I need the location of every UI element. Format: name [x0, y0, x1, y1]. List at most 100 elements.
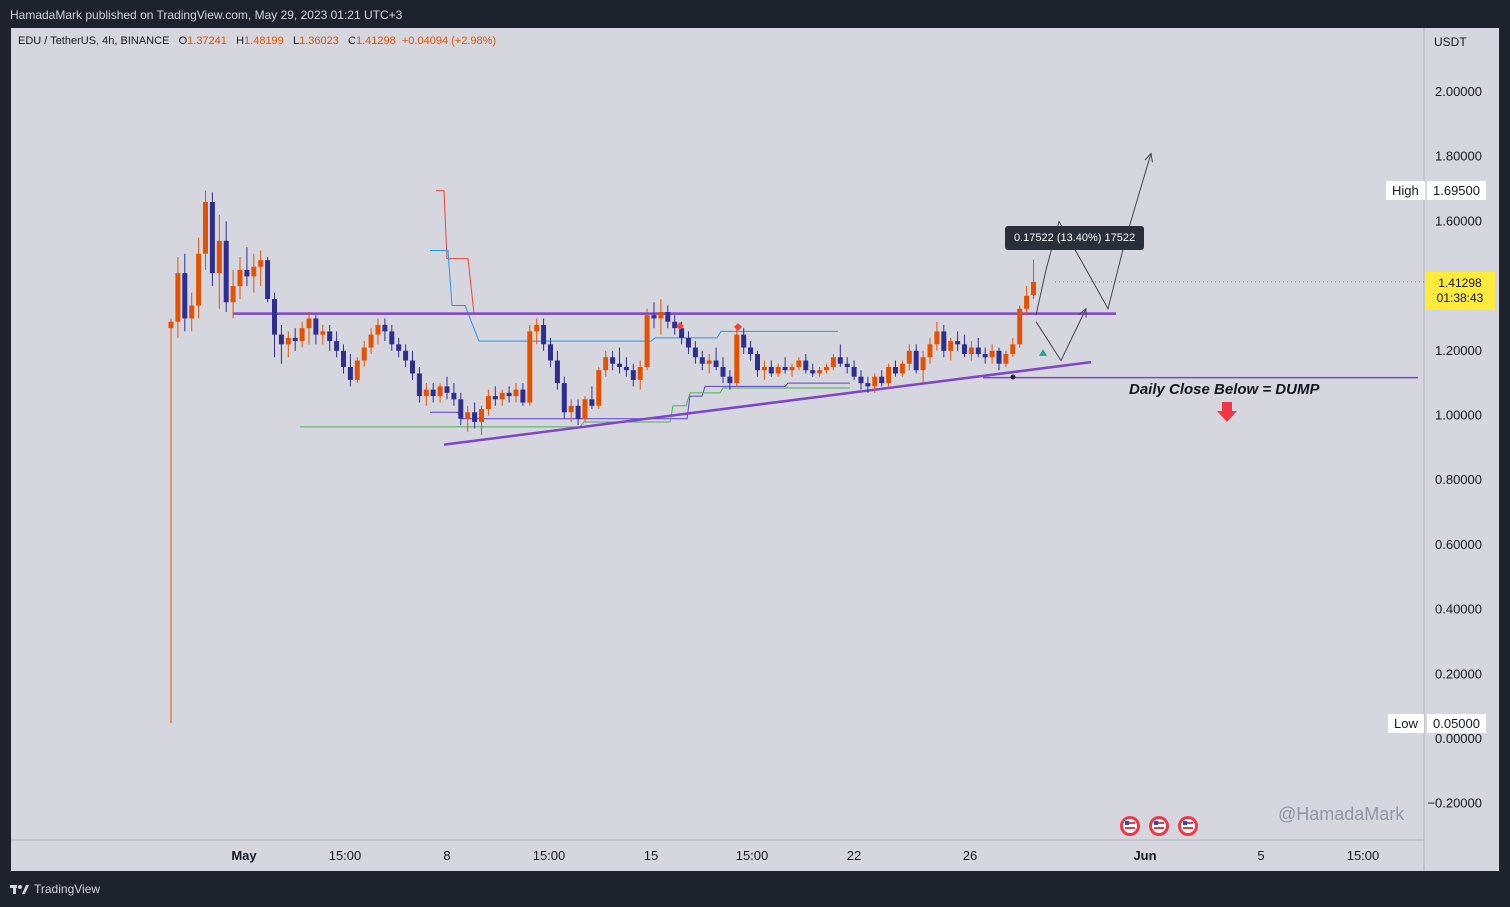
candle-body [699, 357, 705, 364]
candle-body [706, 360, 712, 364]
candle-body [492, 396, 498, 400]
candle-body [389, 331, 395, 345]
supertrend-mid-line [430, 250, 838, 342]
low-label: L [292, 35, 300, 47]
candle-body [837, 357, 843, 364]
candle-body [444, 386, 450, 393]
x-tick-label: 15 [644, 848, 658, 863]
candle-body [803, 360, 809, 371]
candle-body [334, 341, 340, 351]
candle-body [886, 366, 892, 384]
y-tick-label: 0.00000 [1435, 731, 1482, 746]
candle-body [679, 328, 685, 338]
event-flag-stripe [1154, 827, 1164, 829]
candle-body [196, 253, 202, 306]
supertrend-green-line [300, 387, 850, 428]
candle-body [354, 360, 360, 380]
y-tick-label: 1.20000 [1435, 343, 1482, 358]
x-tick-label: Jun [1133, 848, 1156, 863]
author-watermark: @HamadaMark [1278, 804, 1405, 824]
candle-body [520, 389, 526, 403]
brand-name: TradingView [34, 882, 101, 896]
candle-body [230, 286, 236, 303]
candle-body [465, 412, 471, 419]
candle-body [561, 383, 567, 413]
marker-layer [676, 322, 1237, 836]
candle-body [499, 392, 505, 400]
candle-body [182, 273, 188, 319]
candle-body [727, 376, 733, 384]
candle-body [285, 337, 291, 345]
candle-body [430, 389, 436, 397]
candle-body [755, 354, 760, 371]
x-tick-label: 15:00 [1347, 848, 1380, 863]
candle-body [968, 347, 974, 355]
projection-path-1-arrowhead [1144, 152, 1153, 163]
candle-body [396, 344, 402, 351]
event-flag-stripe [1154, 822, 1164, 824]
tradingview-icon [10, 885, 29, 894]
candle-body [906, 350, 912, 364]
candle-body [1024, 295, 1030, 309]
candle-body [879, 376, 885, 384]
y-tick-label: 0.60000 [1435, 537, 1482, 552]
candle-body [920, 357, 926, 371]
bar-countdown: 01:38:43 [1436, 291, 1484, 305]
event-flag-canton [1125, 821, 1129, 825]
supertrend-upper-line [436, 190, 855, 315]
candle-body [830, 357, 836, 367]
y-tick-label: 2.00000 [1435, 84, 1482, 99]
y-tick-label: 0.20000 [1435, 666, 1482, 681]
candle-body [272, 299, 277, 335]
candle-body [817, 370, 823, 374]
candle-body [665, 311, 671, 322]
change-value: +0.04094 (+2.98%) [401, 35, 497, 47]
dump-annotation[interactable]: Daily Close Below = DUMP [1129, 381, 1320, 398]
candle-body [1003, 354, 1009, 364]
candle-body [527, 331, 533, 403]
sell-signal-icon [676, 322, 684, 330]
candle-body [913, 350, 919, 371]
event-flag-stripe [1125, 822, 1135, 824]
candle-body [610, 357, 616, 364]
candle-body [996, 350, 1002, 364]
event-flag-stripe [1125, 827, 1135, 829]
candle-body [1017, 308, 1023, 345]
candle-body [658, 311, 664, 319]
candle-body [761, 366, 767, 371]
candle-body [713, 360, 719, 367]
candle-body [216, 240, 222, 274]
published-bar: HamadaMark published on TradingView.com,… [0, 0, 1510, 28]
candle-body [458, 399, 464, 419]
x-tick-label: 5 [1257, 848, 1264, 863]
candle-body [437, 386, 443, 397]
y-tick-label: 1.00000 [1435, 408, 1482, 423]
candle-body [548, 344, 553, 361]
currency-label[interactable]: USDT [1434, 35, 1467, 49]
candle-body [423, 389, 429, 397]
measure-tooltip: 0.17522 (13.40%) 17522 [1005, 226, 1145, 250]
symbol-name[interactable]: EDU / TetherUS, 4h, BINANCE [18, 35, 170, 47]
high-label: H [236, 35, 245, 47]
candle-body [630, 370, 636, 380]
us-event-icon [1178, 816, 1198, 836]
candle-body [899, 363, 905, 374]
candle-body [989, 350, 995, 358]
candle-body [617, 363, 622, 367]
candle-body [223, 240, 229, 303]
close-label: C [348, 35, 356, 47]
candle-body [209, 201, 215, 274]
tradingview-logo[interactable]: TradingView [10, 882, 100, 896]
footer-bar: TradingView [0, 872, 1510, 907]
candle-body [189, 305, 195, 319]
down-arrow-icon [1217, 402, 1237, 422]
sell-signal-icon [734, 323, 742, 331]
candle-body [982, 354, 988, 358]
chart-area[interactable] [11, 28, 1499, 871]
x-tick-label: 15:00 [329, 848, 362, 863]
candle-body [506, 392, 512, 397]
candle-body [893, 366, 898, 374]
y-tick-label: 0.40000 [1435, 602, 1482, 617]
low-value: 1.36023 [299, 35, 339, 47]
